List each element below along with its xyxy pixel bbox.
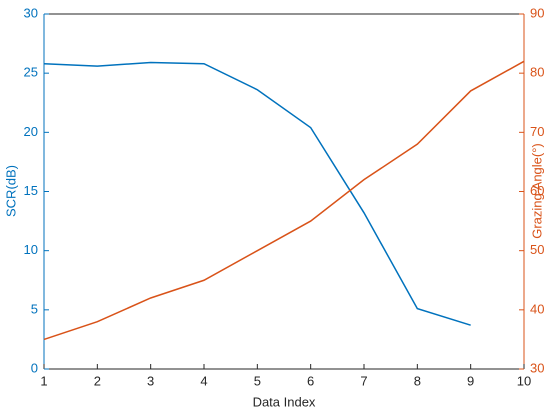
y2-tick-label: 30: [530, 360, 544, 375]
y-tick-label: 30: [24, 5, 38, 20]
y2-tick-label: 50: [530, 242, 544, 257]
y2-tick-label: 80: [530, 65, 544, 80]
x-tick-label: 8: [414, 373, 421, 388]
y2-tick-label: 70: [530, 124, 544, 139]
y-tick-label: 5: [31, 301, 38, 316]
y2-axis-label: Grazing Angle(°): [529, 143, 544, 239]
y-tick-label: 0: [31, 360, 38, 375]
y2-tick-label: 40: [530, 301, 544, 316]
y2-tick-label: 60: [530, 183, 544, 198]
x-tick-label: 4: [200, 373, 207, 388]
x-tick-label: 7: [360, 373, 367, 388]
x-axis-label: Data Index: [253, 394, 316, 409]
series-line: [43, 61, 471, 326]
y-tick-label: 25: [24, 65, 38, 80]
x-tick-label: 6: [307, 373, 314, 388]
x-tick-label: 5: [254, 373, 261, 388]
y2-tick-label: 90: [530, 5, 544, 20]
x-tick-label: 3: [147, 373, 154, 388]
x-tick-label: 10: [517, 373, 531, 388]
y-tick-label: 15: [24, 183, 38, 198]
series-line: [43, 60, 525, 341]
x-tick-label: 1: [40, 373, 47, 388]
y-tick-label: 20: [24, 124, 38, 139]
y-axis-label: SCR(dB): [3, 165, 18, 217]
x-tick-label: 2: [94, 373, 101, 388]
x-tick-label: 9: [467, 373, 474, 388]
y-tick-label: 10: [24, 242, 38, 257]
